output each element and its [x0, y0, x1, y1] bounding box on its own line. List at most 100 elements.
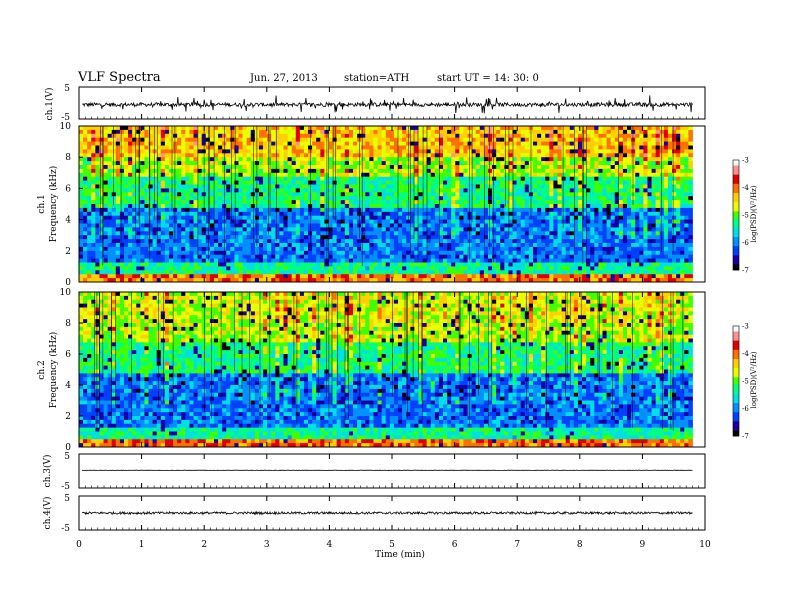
spectrogram-cell [410, 126, 415, 131]
spectrogram-cell [577, 196, 583, 201]
spectrogram-cell [197, 129, 203, 135]
spectrogram-cell [410, 129, 415, 135]
spectrogram-cell [443, 258, 448, 263]
spectrogram-cell [128, 223, 133, 228]
spectrogram-cell [561, 172, 567, 178]
spectrogram-cell [467, 258, 473, 263]
spectrogram-cell [287, 266, 293, 271]
spectrogram-cell [414, 133, 419, 139]
spectrogram-cell [496, 207, 501, 213]
spectrogram-cell [492, 250, 497, 256]
spectrogram-cell [308, 223, 313, 228]
spectrogram-cell [263, 204, 268, 209]
spectrogram-cell [430, 227, 436, 232]
spectrogram-cell [459, 235, 464, 240]
spectrogram-cell [91, 172, 96, 178]
spectrogram-cell [537, 192, 542, 197]
spectrogram-cell [218, 149, 223, 154]
spectrogram-cell [553, 184, 558, 189]
spectrogram-cell [340, 192, 346, 197]
spectrogram-cell [504, 168, 509, 174]
spectrogram-cell [365, 211, 370, 217]
spectrogram-cell [103, 239, 109, 244]
spectrogram-cell [283, 254, 288, 259]
spectrogram-cell [177, 161, 182, 166]
spectrogram-cell [279, 184, 284, 189]
spectrogram-cell [402, 165, 407, 170]
spectrogram-cell [459, 168, 464, 174]
spectrogram-cell [361, 266, 366, 271]
spectrogram-cell [402, 145, 407, 150]
spectrogram-cell [422, 126, 428, 131]
spectrogram-cell [573, 180, 579, 185]
spectrogram-cell [316, 246, 321, 252]
spectrogram-cell [361, 145, 366, 150]
spectrogram-cell [443, 188, 448, 193]
spectrogram-cell [344, 141, 350, 146]
spectrogram-cell [573, 149, 579, 154]
spectrogram-cell [422, 145, 428, 150]
spectrogram-cell [140, 184, 145, 189]
spectrogram-cell [185, 161, 190, 166]
spectrogram-cell [532, 126, 538, 131]
spectrogram-cell [128, 246, 133, 252]
spectrogram-cell [332, 211, 338, 217]
spectrogram-cell [258, 274, 264, 279]
spectrogram-cell [557, 200, 562, 205]
spectrogram-cell [545, 235, 550, 240]
spectrogram-cell [410, 192, 415, 197]
spectrogram-cell [528, 243, 534, 248]
spectrogram-cell [316, 235, 321, 240]
spectrogram-cell [348, 126, 354, 131]
spectrogram-cell [173, 223, 178, 228]
spectrogram-cell [373, 200, 378, 205]
spectrogram-cell [398, 254, 403, 259]
spectrogram-cell [287, 200, 293, 205]
spectrogram-cell [549, 192, 554, 197]
spectrogram-cell [430, 168, 436, 174]
spectrogram-cell [508, 274, 513, 279]
spectrogram-cell [238, 165, 243, 170]
spectrogram-cell [152, 129, 158, 135]
spectrogram-cell [164, 180, 170, 185]
spectrogram-cell [303, 223, 309, 228]
spectrogram-cell [230, 266, 235, 271]
spectrogram-cell [181, 149, 186, 154]
spectrogram-cell [83, 246, 88, 252]
spectrogram-cell [369, 157, 374, 162]
spectrogram-cell [512, 129, 518, 135]
spectrogram-cell [537, 204, 542, 209]
spectrogram-cell [361, 254, 366, 259]
spectrogram-cell [487, 258, 493, 263]
spectrogram-cell [316, 278, 321, 283]
spectrogram-cell [173, 149, 178, 154]
spectrogram-cell [434, 204, 440, 209]
spectrogram-cell [508, 200, 513, 205]
spectrogram-cell [393, 172, 399, 178]
spectrogram-cell [79, 274, 84, 279]
spectrogram-cell [377, 266, 383, 271]
spectrogram-cell [504, 204, 509, 209]
spectrogram-cell [463, 184, 468, 189]
spectrogram-cell [197, 200, 203, 205]
spectrogram-cell [479, 157, 485, 162]
spectrogram-cell [365, 172, 370, 178]
spectrogram-cell [561, 250, 567, 256]
spectrogram-cell [103, 215, 109, 220]
spectrogram-cell [500, 211, 505, 217]
spectrogram-cell [487, 172, 493, 178]
spectrogram-cell [369, 250, 374, 256]
spectrogram-cell [152, 168, 158, 174]
spectrogram-cell [328, 168, 333, 174]
spectrogram-cell [455, 129, 460, 135]
spectrogram-cell [283, 188, 288, 193]
spectrogram-cell [177, 278, 182, 283]
spectrogram-cell [426, 149, 432, 154]
spectrogram-cell [205, 184, 211, 189]
spectrogram-cell [320, 207, 325, 213]
spectrogram-cell [537, 149, 542, 154]
spectrogram-cell [119, 204, 125, 209]
spectrogram-cell [512, 192, 518, 197]
spectrogram-cell [582, 204, 587, 209]
spectrogram-cell [132, 149, 137, 154]
